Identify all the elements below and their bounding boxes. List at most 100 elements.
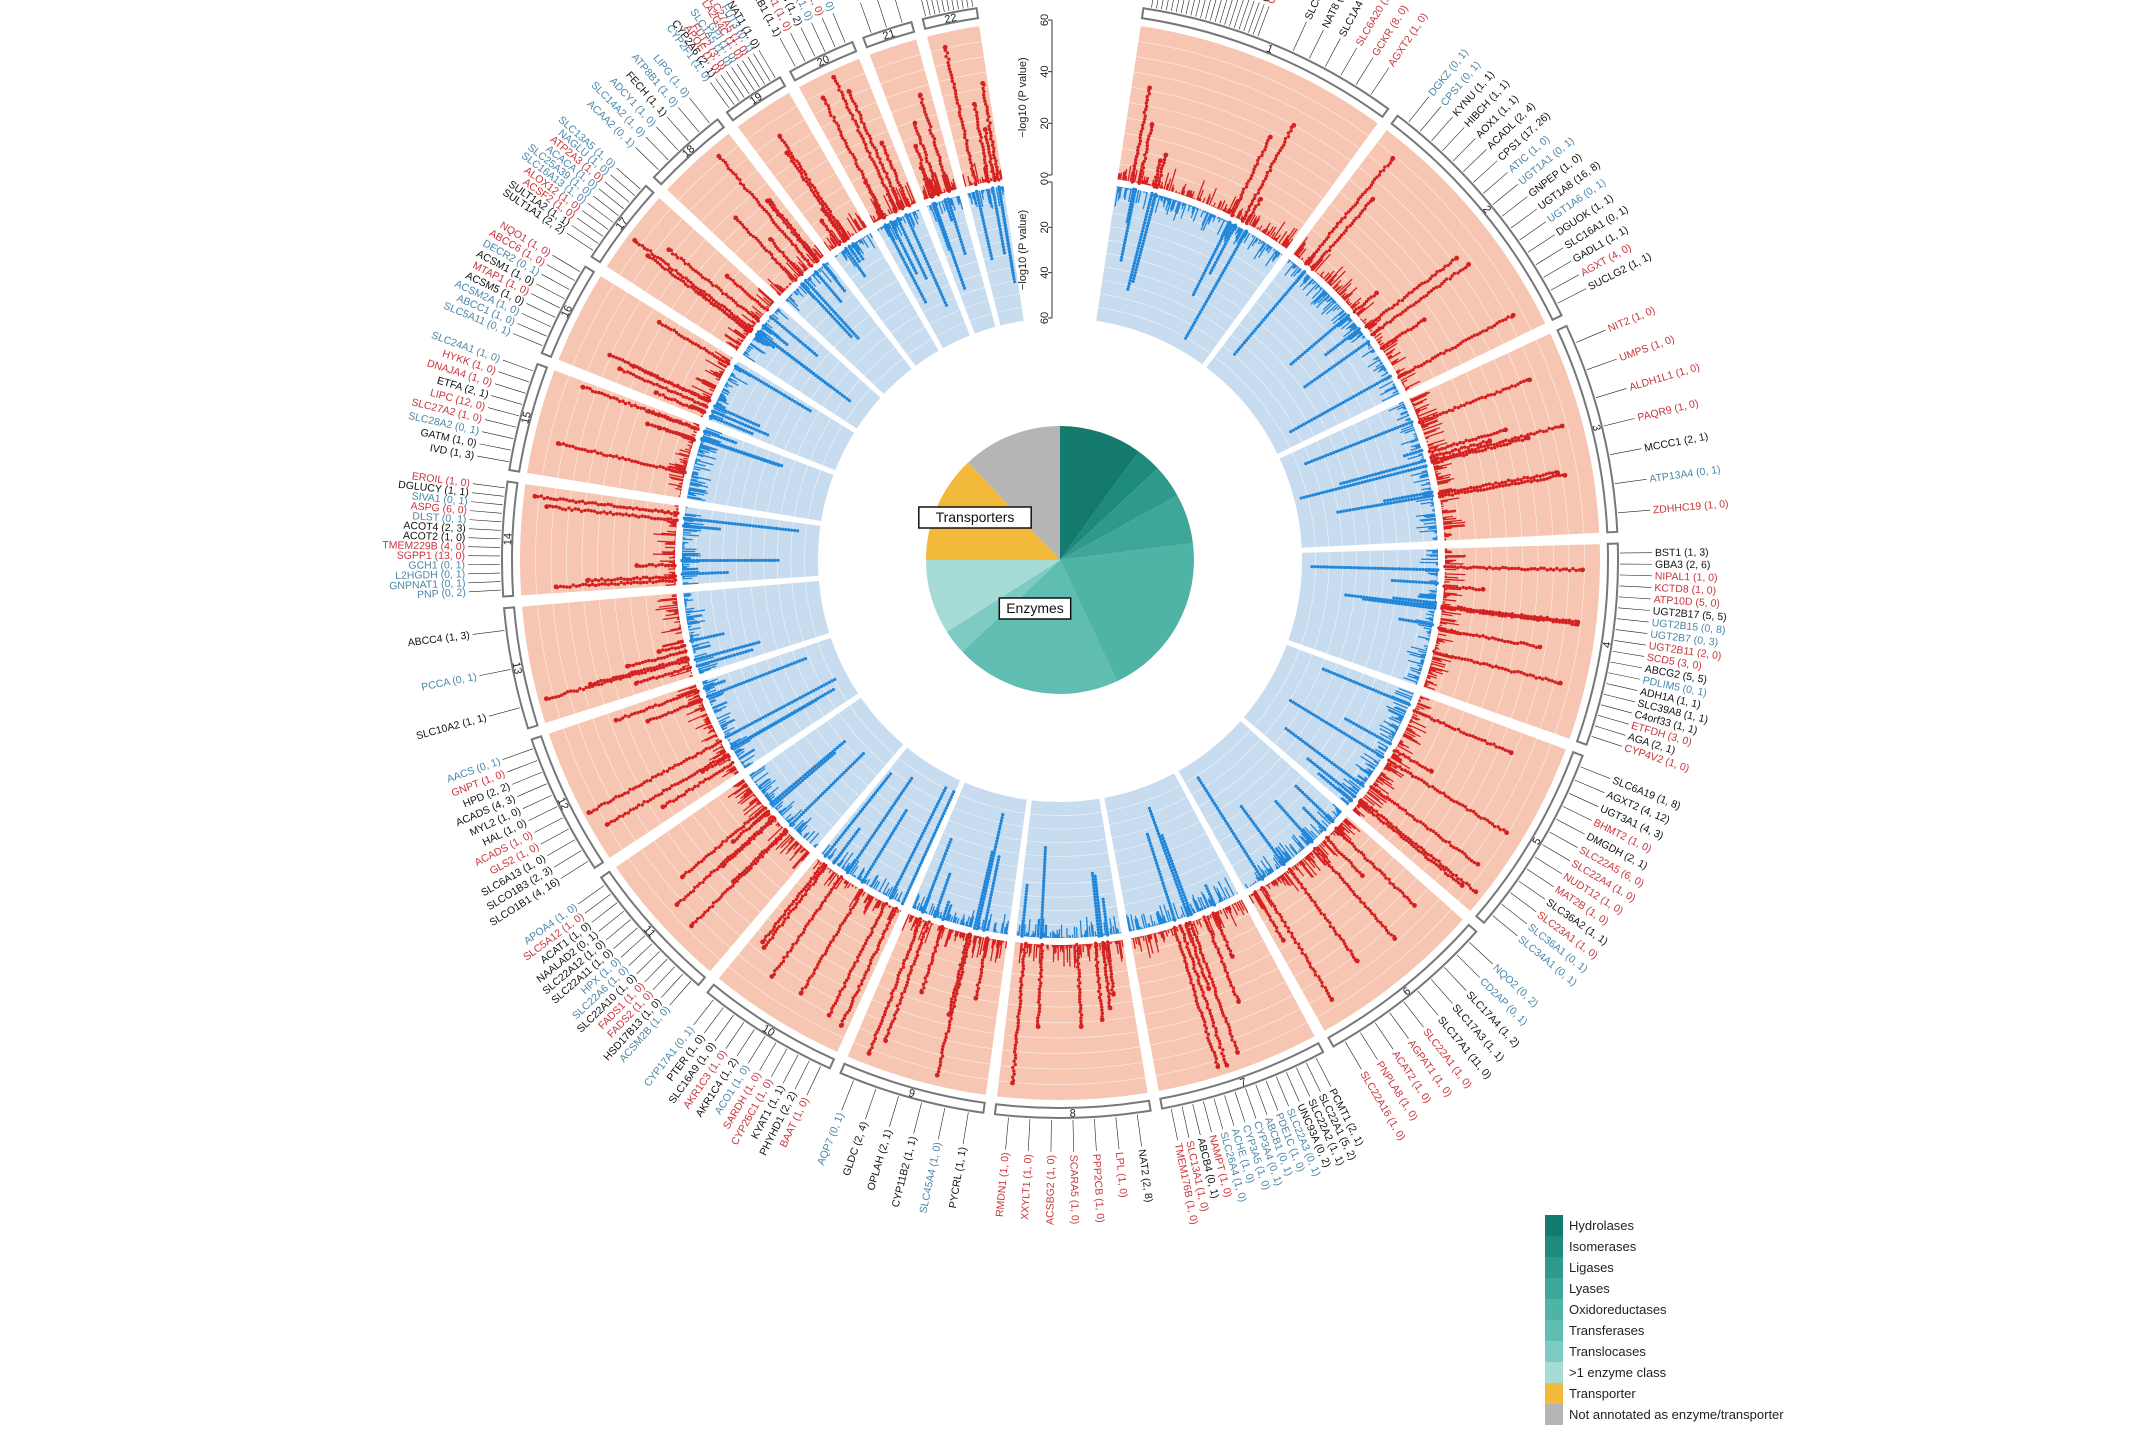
outer-point <box>1249 176 1253 181</box>
outer-point <box>593 683 598 687</box>
outer-point <box>1356 805 1360 809</box>
outer-peak <box>1267 134 1273 140</box>
outer-gridline <box>1147 981 1286 1031</box>
outer-point <box>657 412 661 416</box>
outer-point <box>940 1047 945 1052</box>
outer-point <box>1441 653 1445 657</box>
outer-point <box>1259 888 1262 891</box>
outer-peak <box>633 680 639 686</box>
outer-point <box>656 517 660 521</box>
outer-point <box>669 698 673 703</box>
outer-point <box>1571 567 1575 571</box>
outer-point <box>1206 196 1211 205</box>
outer-point <box>794 941 798 945</box>
outer-point <box>1419 850 1424 854</box>
outer-point <box>1316 247 1321 251</box>
outer-point <box>1435 474 1439 477</box>
outer-point <box>1547 471 1552 475</box>
outer-point <box>1466 445 1470 450</box>
outer-point <box>1435 473 1452 479</box>
outer-point <box>1198 189 1204 202</box>
outer-point <box>1023 944 1028 949</box>
outer-point <box>1435 642 1440 645</box>
outer-point <box>670 468 675 473</box>
outer-point <box>875 918 879 923</box>
outer-point <box>1490 636 1495 640</box>
outer-point <box>1412 401 1424 407</box>
outer-point <box>1105 985 1109 989</box>
outer-point <box>600 391 604 396</box>
outer-peak <box>1224 1062 1230 1068</box>
outer-point <box>1526 433 1530 437</box>
outer-point <box>1366 201 1371 206</box>
outer-point <box>1223 965 1227 969</box>
outer-point <box>1421 712 1425 717</box>
outer-point <box>1224 1016 1228 1021</box>
outer-point <box>657 575 662 580</box>
outer-point <box>1165 183 1169 191</box>
outer-point <box>1456 881 1461 885</box>
outer-point <box>1227 977 1231 982</box>
outer-point <box>699 915 703 919</box>
outer-point <box>829 868 831 871</box>
outer-point <box>1437 633 1447 637</box>
outer-point <box>1016 1024 1020 1029</box>
outer-point <box>1486 445 1490 450</box>
outer-point <box>682 644 687 648</box>
outer-point <box>1415 407 1428 414</box>
outer-point <box>1331 926 1336 930</box>
outer-point <box>670 662 675 666</box>
outer-point <box>830 1007 834 1011</box>
outer-point <box>634 506 639 510</box>
outer-point <box>1467 450 1472 455</box>
outer-point <box>679 761 684 765</box>
outer-point <box>1507 566 1511 571</box>
outer-point <box>1403 732 1413 739</box>
outer-point <box>1233 214 1235 217</box>
outer-point <box>1409 304 1413 308</box>
outer-point <box>632 580 636 584</box>
outer-point <box>1172 925 1177 930</box>
outer-point <box>1483 395 1488 400</box>
outer-point <box>1109 968 1113 973</box>
outer-point <box>545 495 550 500</box>
outer-peak <box>1147 85 1153 91</box>
outer-point <box>1342 820 1352 830</box>
outer-point <box>1352 310 1357 314</box>
outer-point <box>922 919 925 923</box>
outer-point <box>663 563 668 568</box>
outer-point <box>655 667 660 671</box>
outer-point <box>1310 263 1315 269</box>
outer-point <box>1357 301 1375 317</box>
outer-point <box>1204 999 1209 1003</box>
outer-point <box>1106 949 1111 954</box>
outer-point <box>1190 923 1194 927</box>
outer-point <box>1094 957 1098 962</box>
outer-point <box>1464 438 1468 443</box>
outer-point <box>648 463 653 468</box>
outer-point <box>1511 439 1515 443</box>
outer-point <box>1193 949 1198 953</box>
outer-point <box>671 652 676 657</box>
outer-point <box>1436 476 1450 481</box>
outer-point <box>1442 515 1454 519</box>
outer-point <box>1140 171 1145 184</box>
outer-gridline <box>1129 102 1333 187</box>
outer-point <box>1441 611 1462 616</box>
outer-point <box>1446 629 1450 633</box>
outer-point <box>1366 791 1384 806</box>
outer-point <box>1375 175 1379 179</box>
outer-point <box>693 885 697 890</box>
outer-point <box>819 904 823 908</box>
outer-point <box>711 901 716 905</box>
outer-point <box>938 1060 943 1064</box>
outer-point <box>824 863 828 868</box>
outer-point <box>1411 774 1415 779</box>
outer-point <box>1431 856 1436 860</box>
outer-point <box>1289 129 1293 133</box>
outer-point <box>574 584 579 588</box>
outer-point <box>1477 449 1481 453</box>
outer-point <box>643 514 647 519</box>
outer-point <box>590 582 595 587</box>
outer-point <box>1187 931 1192 935</box>
